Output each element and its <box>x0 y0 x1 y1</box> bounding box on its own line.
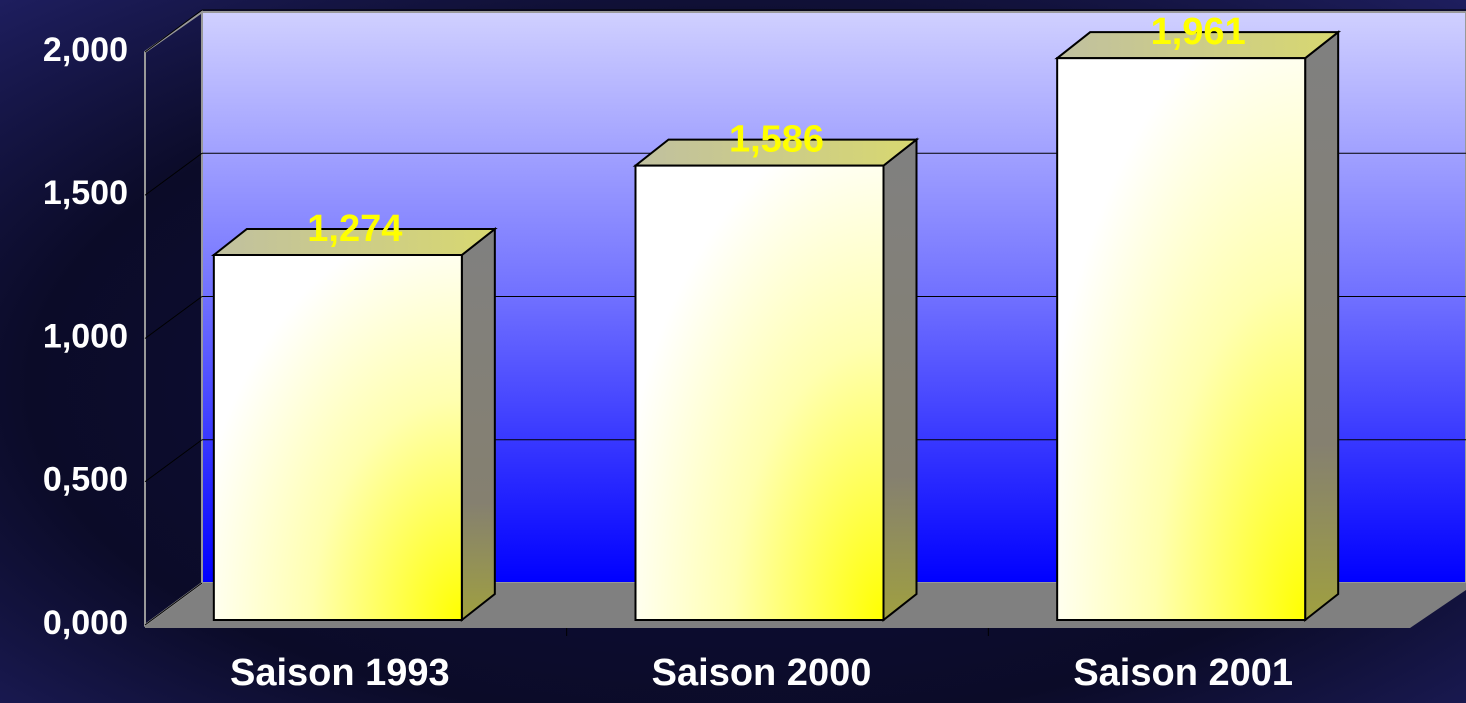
value-label: 1,586 <box>729 119 824 161</box>
y-tick-label: 1,500 <box>43 174 128 212</box>
x-tick-label: Saison 2000 <box>652 652 872 694</box>
y-tick <box>144 152 203 196</box>
y-tick-label: 0,500 <box>43 461 128 499</box>
y-tick <box>144 9 203 53</box>
bar <box>1056 57 1307 621</box>
x-tick-label: Saison 1993 <box>230 652 450 694</box>
y-tick-label: 0,000 <box>43 604 128 642</box>
y-tick <box>144 439 203 483</box>
y-tick-label: 2,000 <box>43 31 128 69</box>
bar-side <box>1304 30 1340 623</box>
x-tick-label: Saison 2001 <box>1073 652 1293 694</box>
y-tick <box>144 296 203 339</box>
bar <box>212 253 463 621</box>
plot: 0,000 0,500 1,000 1,500 2,000 Saison 1993 1,27… <box>43 9 1466 694</box>
bar <box>634 164 885 621</box>
bar-side <box>882 137 918 623</box>
y-tick-label: 1,000 <box>43 317 128 355</box>
value-label: 1,961 <box>1151 11 1246 53</box>
bar-side <box>460 226 496 623</box>
y-tick <box>144 582 203 626</box>
value-label: 1,274 <box>307 208 402 250</box>
